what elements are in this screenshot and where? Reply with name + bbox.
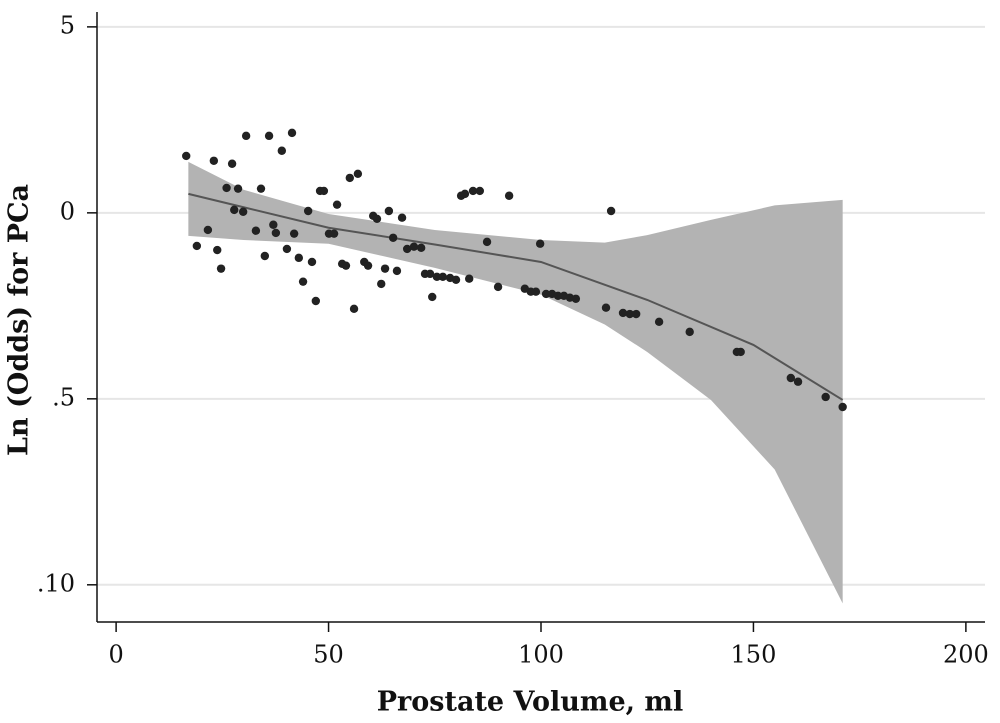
data-point [541,289,551,299]
data-point [432,272,442,282]
x-tick-label: 0 [108,641,123,669]
data-point [402,244,412,254]
data-point [260,251,270,261]
data-point [216,264,226,273]
data-point [289,229,299,238]
data-point [332,200,342,209]
data-point [409,242,419,251]
data-point [209,156,219,165]
data-point [606,206,616,216]
data-point [438,272,448,282]
data-point [264,131,274,141]
data-point [531,287,541,296]
data-point [377,279,386,289]
y-tick-label: 5 [60,11,75,39]
data-point [256,184,266,193]
y-tick-label: .5 [52,383,75,411]
data-point [493,282,503,292]
data-point [213,245,222,255]
x-tick-label: 200 [943,641,989,669]
data-point [838,402,847,412]
data-point [571,294,581,303]
data-point [468,186,478,196]
data-point [203,225,213,235]
data-point [372,214,382,224]
data-point [482,237,492,247]
x-axis-label: Prostate Volume, ml [377,687,684,718]
data-point [388,233,398,242]
data-point [345,173,355,183]
data-point [298,277,308,286]
data-point [238,207,248,216]
data-point [451,275,461,285]
data-point [384,206,394,216]
data-point [277,146,287,155]
data-point [736,347,745,357]
data-point [192,241,202,251]
data-point [786,373,796,383]
data-point [233,184,243,193]
data-point [618,308,628,318]
data-point [821,392,830,402]
y-axis-label: Ln (Odds) for PCa [4,184,35,456]
data-point [319,186,329,196]
data-point [425,269,435,279]
data-point [341,261,351,270]
data-point [227,159,237,168]
x-tick-label: 150 [731,641,777,669]
data-point [380,264,390,273]
fit-line [188,192,844,401]
data-point [294,253,304,263]
data-point [251,226,261,235]
data-point [241,131,251,141]
x-tick-label: 50 [313,641,344,669]
data-point [230,205,239,215]
data-point [182,151,191,161]
data-point [475,186,485,196]
data-point [685,327,694,337]
data-point [631,309,641,319]
data-point [397,213,407,222]
confidence-band [188,161,843,604]
data-point [269,220,278,229]
data-point [654,317,664,327]
x-tick-label: 100 [518,641,564,669]
data-point [287,128,297,138]
data-point [307,257,317,267]
data-point [625,309,634,319]
data-point [222,183,231,193]
data-point [392,266,402,276]
data-point [553,291,563,300]
data-point [282,244,292,254]
data-point [793,377,803,386]
y-tick-label: 0 [60,197,75,225]
data-point [311,296,321,306]
data-point [504,191,514,200]
data-point [416,243,426,253]
data-point [601,303,611,312]
data-point [329,229,339,238]
data-point [349,304,359,314]
data-point [428,292,437,302]
y-tick-label: .10 [37,569,75,597]
data-point [353,169,363,178]
data-point [535,239,545,248]
data-point [464,274,474,283]
data-point [363,261,373,270]
data-point [460,189,470,199]
data-point [271,228,281,238]
data-point [303,206,313,216]
